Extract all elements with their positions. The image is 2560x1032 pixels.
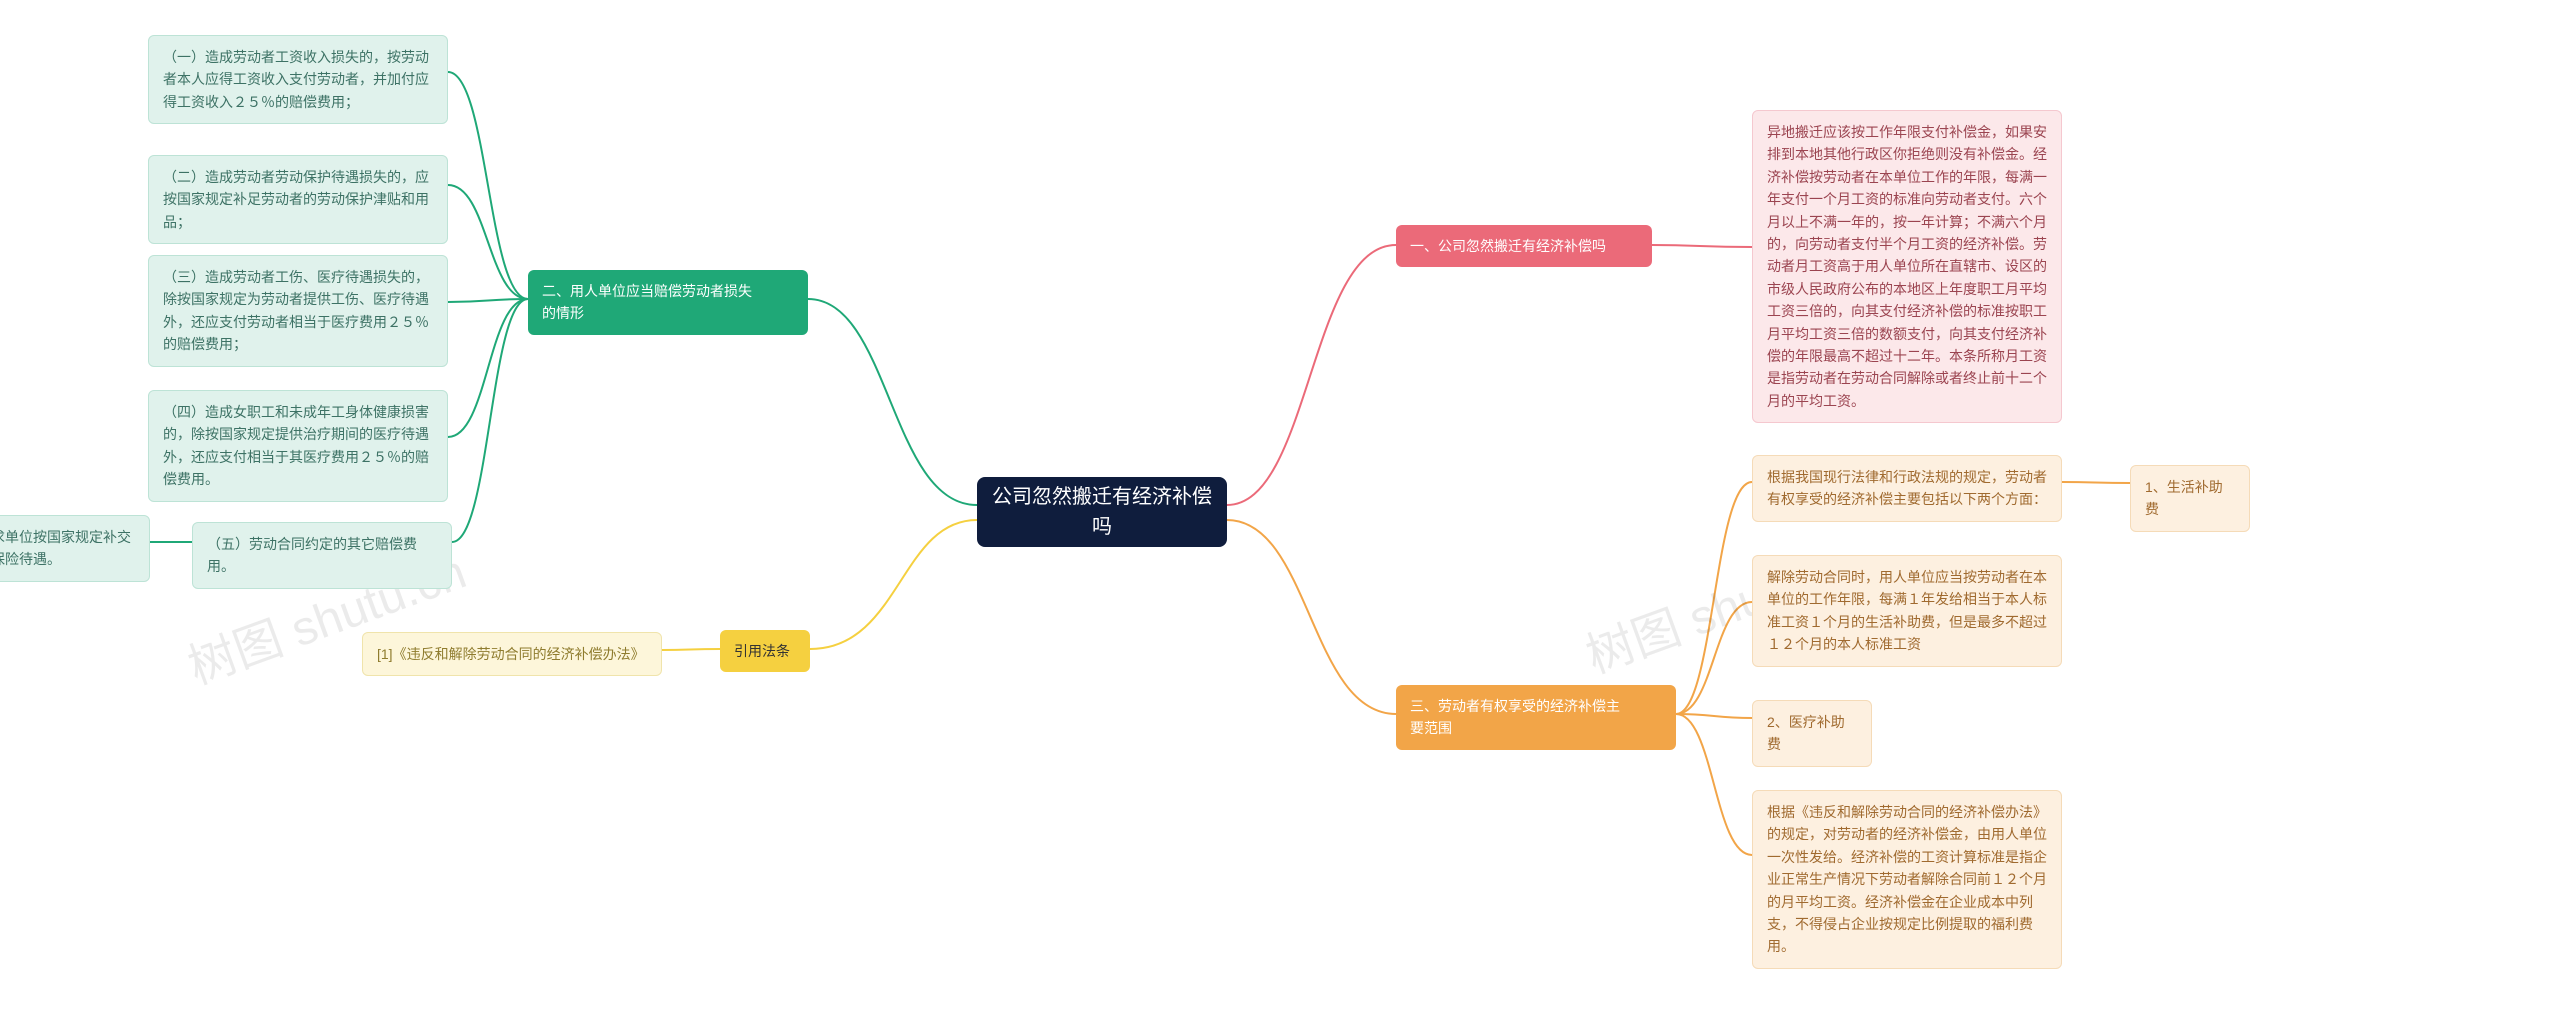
mindmap-node[interactable]: 根据《违反和解除劳动合同的经济补偿办法》的规定，对劳动者的经济补偿金，由用人单位… <box>1752 790 2062 969</box>
mindmap-node[interactable]: 根据我国现行法律和行政法规的规定，劳动者有权享受的经济补偿主要包括以下两个方面： <box>1752 455 2062 522</box>
mindmap-node[interactable]: 二、用人单位应当赔偿劳动者损失 的情形 <box>528 270 808 335</box>
mindmap-node[interactable]: 2、医疗补助费 <box>1752 700 1872 767</box>
root-node[interactable]: 公司忽然搬迁有经济补偿 吗 <box>977 477 1227 547</box>
mindmap-node[interactable]: [1]《违反和解除劳动合同的经济补偿办法》 <box>362 632 662 676</box>
mindmap-node[interactable]: 引用法条 <box>720 630 810 672</box>
mindmap-node[interactable]: （三）造成劳动者工伤、医疗待遇损失的，除按国家规定为劳动者提供工伤、医疗待遇外，… <box>148 255 448 367</box>
mindmap-node[interactable]: （五）劳动合同约定的其它赔偿费用。 <box>192 522 452 589</box>
mindmap-node[interactable]: （一）造成劳动者工资收入损失的，按劳动者本人应得工资收入支付劳动者，并加付应得工… <box>148 35 448 124</box>
mindmap-node[interactable]: 一、公司忽然搬迁有经济补偿吗 <box>1396 225 1652 267</box>
mindmap-node[interactable]: （四）造成女职工和未成年工身体健康损害的，除按国家规定提供治疗期间的医疗待遇外，… <box>148 390 448 502</box>
mindmap-node[interactable]: （二）造成劳动者劳动保护待遇损失的，应按国家规定补足劳动者的劳动保护津贴和用品； <box>148 155 448 244</box>
mindmap-node[interactable]: 依据上述规定，可要求单位按国家规定补交社会保险、提供工伤保险待遇。 <box>0 515 150 582</box>
mindmap-node[interactable]: 三、劳动者有权享受的经济补偿主 要范围 <box>1396 685 1676 750</box>
mindmap-node[interactable]: 解除劳动合同时，用人单位应当按劳动者在本单位的工作年限，每满１年发给相当于本人标… <box>1752 555 2062 667</box>
mindmap-node[interactable]: 异地搬迁应该按工作年限支付补偿金，如果安排到本地其他行政区你拒绝则没有补偿金。经… <box>1752 110 2062 423</box>
mindmap-node[interactable]: 1、生活补助费 <box>2130 465 2250 532</box>
